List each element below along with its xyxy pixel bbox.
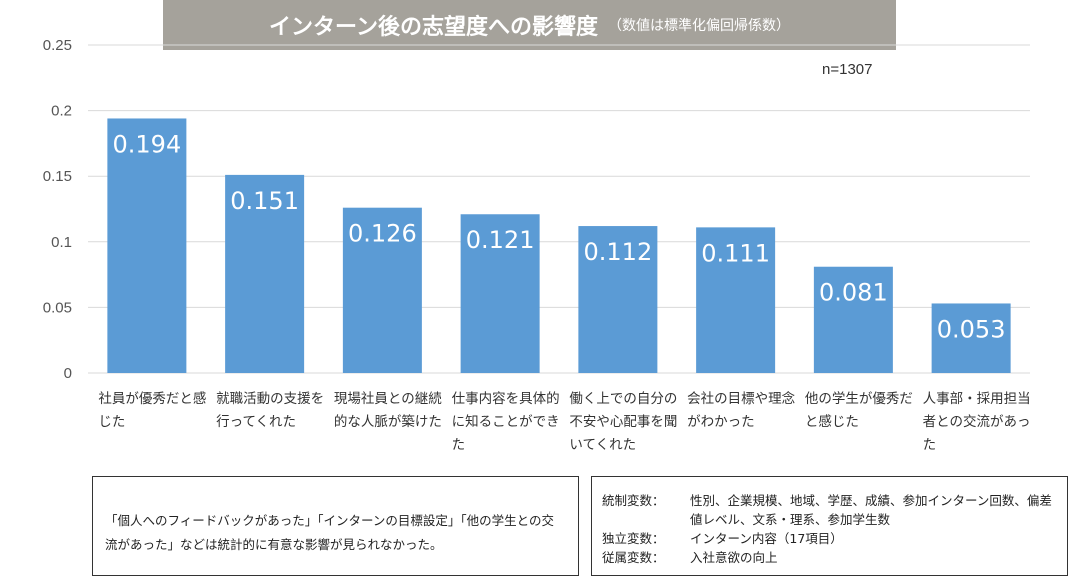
bar (696, 227, 776, 373)
bar-value-label: 0.081 (819, 279, 888, 307)
bar-value-label: 0.126 (348, 220, 417, 248)
bar-value-label: 0.151 (230, 187, 299, 215)
bar-value-label: 0.053 (937, 315, 1006, 343)
bar (460, 214, 540, 373)
variable-row-independent: 独立変数： インターン内容（17項目） (602, 529, 1057, 548)
bar-value-label: 0.121 (466, 226, 535, 254)
y-tick-label: 0.05 (43, 299, 72, 316)
y-tick-label: 0.15 (43, 168, 72, 185)
chart-title: インターン後の志望度への影響度 (269, 15, 598, 40)
note-left-text: 「個人へのフィードバックがあった」「インターンの目標設定」「他の学生との交流があ… (105, 513, 555, 552)
y-tick-label: 0 (64, 365, 72, 382)
y-tick-label: 0.1 (51, 234, 72, 251)
x-category-label: 仕事内容を具体的に知ることができた (451, 391, 560, 453)
variable-key: 統制変数： (602, 493, 665, 508)
note-box-right: 統制変数： 性別、企業規模、地域、学歴、成績、参加インターン回数、偏差値レベル、… (591, 476, 1068, 576)
y-tick-label: 0.2 (51, 103, 72, 120)
bar (813, 266, 893, 373)
sample-size-label: n=1307 (822, 61, 873, 78)
x-category-label: 現場社員との継続的な人脈が築けた (333, 391, 442, 430)
bar (342, 207, 422, 373)
x-category-label: 人事部・採用担当者との交流があった (922, 391, 1031, 453)
title-banner: インターン後の志望度への影響度 （数値は標準化偏回帰係数） (163, 0, 896, 50)
variable-value: 入社意欲の向上 (690, 550, 778, 565)
variable-value: 性別、企業規模、地域、学歴、成績、参加インターン回数、偏差値レベル、文系・理系、… (690, 493, 1052, 527)
x-category-label: 他の学生が優秀だと感じた (804, 391, 913, 430)
x-category-label: 就職活動の支援を行ってくれた (216, 391, 325, 430)
variable-key: 独立変数： (602, 531, 665, 546)
variable-value: インターン内容（17項目） (690, 531, 843, 546)
variable-row-control: 統制変数： 性別、企業規模、地域、学歴、成績、参加インターン回数、偏差値レベル、… (602, 491, 1057, 529)
y-tick-label: 0.25 (43, 37, 72, 54)
bar-chart: 0 0.05 0.1 0.15 0.2 0.25 0.194 0.151 0.126 0.121 0… (43, 37, 1030, 382)
chart-subtitle: （数値は標準化偏回帰係数） (607, 18, 790, 34)
bar-value-label: 0.112 (584, 238, 653, 266)
bar (225, 174, 305, 373)
bar (107, 118, 187, 373)
variable-row-dependent: 従属変数： 入社意欲の向上 (602, 548, 1057, 567)
bar-value-label: 0.111 (701, 239, 770, 267)
bar (578, 226, 658, 373)
variable-key: 従属変数： (602, 550, 665, 565)
x-category-label: 社員が優秀だと感じた (98, 391, 207, 430)
x-category-label: 会社の目標や理念がわかった (687, 391, 796, 430)
bar (931, 303, 1011, 373)
note-box-left: 「個人へのフィードバックがあった」「インターンの目標設定」「他の学生との交流があ… (92, 476, 579, 576)
x-category-label: 働く上での自分の不安や心配事を聞いてくれた (569, 391, 678, 453)
bar-value-label: 0.194 (113, 130, 182, 158)
